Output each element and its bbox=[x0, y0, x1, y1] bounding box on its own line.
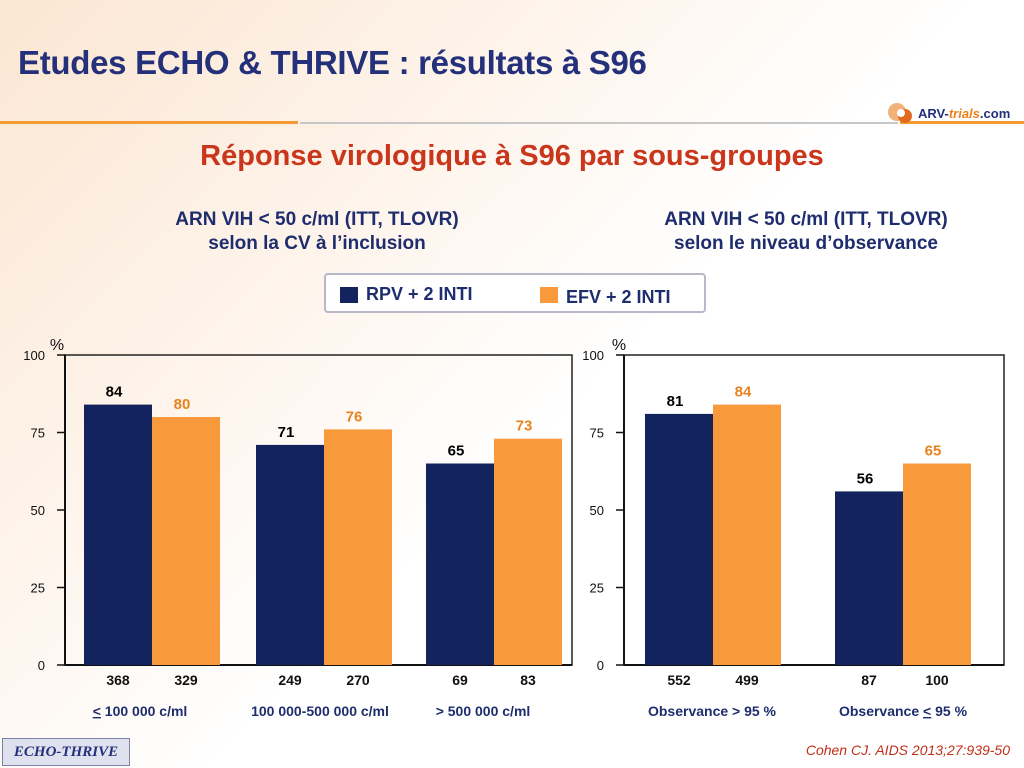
right-n-label-efv-1: 100 bbox=[925, 672, 949, 688]
right-y-tick-label: 50 bbox=[590, 503, 604, 518]
left-value-label-rpv-2: 65 bbox=[448, 443, 465, 460]
left-value-label-efv-2: 73 bbox=[516, 418, 533, 435]
right-bar-efv-1 bbox=[903, 463, 971, 665]
right-heading-line-2: selon le niveau d’observance bbox=[674, 233, 938, 254]
left-heading-line-1: ARN VIH < 50 c/ml (ITT, TLOVR) bbox=[175, 209, 459, 230]
left-bar-efv-2 bbox=[494, 438, 562, 665]
study-tag: ECHO-THRIVE bbox=[2, 738, 130, 766]
right-y-tick-label: 75 bbox=[590, 426, 604, 441]
right-y-tick-label: 25 bbox=[590, 581, 604, 596]
right-y-axis-label: % bbox=[612, 337, 626, 354]
right-value-label-efv-1: 65 bbox=[925, 443, 942, 460]
legend-label-rpv: RPV + 2 INTI bbox=[366, 284, 473, 304]
left-bar-rpv-1 bbox=[256, 444, 324, 665]
logo-part-com: .com bbox=[979, 106, 1011, 121]
right-y-tick-label: 100 bbox=[582, 348, 604, 363]
right-bar-rpv-1 bbox=[835, 491, 903, 665]
left-n-label-rpv-2: 69 bbox=[452, 672, 468, 688]
right-n-label-rpv-0: 552 bbox=[667, 672, 691, 688]
left-value-label-efv-0: 80 bbox=[174, 396, 191, 413]
legend-swatch-efv bbox=[540, 287, 558, 303]
right-value-label-rpv-0: 81 bbox=[667, 393, 684, 410]
left-category-label-2: > 500 000 c/ml bbox=[436, 703, 531, 719]
left-bar-efv-1 bbox=[324, 429, 392, 665]
right-heading-line-1: ARN VIH < 50 c/ml (ITT, TLOVR) bbox=[664, 209, 948, 230]
right-n-label-efv-0: 499 bbox=[735, 672, 759, 688]
right-value-label-rpv-1: 56 bbox=[857, 470, 874, 487]
left-bar-rpv-2 bbox=[426, 463, 494, 665]
logo-icon bbox=[888, 103, 912, 123]
right-plot-frame bbox=[623, 354, 1005, 666]
header-rule-middle bbox=[300, 122, 898, 124]
right-bar-efv-0 bbox=[713, 404, 781, 665]
right-category-label-0: Observance > 95 % bbox=[648, 703, 777, 719]
left-value-label-rpv-1: 71 bbox=[278, 424, 295, 441]
right-bar-rpv-0 bbox=[645, 413, 713, 665]
left-heading-line-2: selon la CV à l’inclusion bbox=[208, 233, 426, 254]
left-y-tick-label: 25 bbox=[31, 581, 45, 596]
legend-swatch-rpv bbox=[340, 287, 358, 303]
logo[interactable]: ARV-trials.com bbox=[918, 106, 1010, 121]
left-plot-frame bbox=[64, 354, 573, 666]
legend-label-efv: EFV + 2 INTI bbox=[566, 287, 671, 307]
left-bar-efv-0 bbox=[152, 417, 220, 665]
left-n-label-rpv-1: 249 bbox=[278, 672, 302, 688]
citation: Cohen CJ. AIDS 2013;27:939-50 bbox=[805, 742, 1010, 758]
left-category-label-0: < 100 000 c/ml bbox=[93, 703, 188, 719]
left-value-label-efv-1: 76 bbox=[346, 408, 363, 425]
left-n-label-efv-1: 270 bbox=[346, 672, 370, 688]
right-n-label-rpv-1: 87 bbox=[861, 672, 877, 688]
right-category-label-1: Observance < 95 % bbox=[839, 703, 968, 719]
logo-part-arv: ARV- bbox=[918, 106, 949, 121]
left-y-axis-label: % bbox=[50, 337, 64, 354]
chart-subtitle: Réponse virologique à S96 par sous-group… bbox=[200, 140, 824, 172]
header-rule-left bbox=[0, 121, 298, 124]
slide-title: Etudes ECHO & THRIVE : résultats à S96 bbox=[18, 44, 647, 81]
left-bar-rpv-0 bbox=[84, 404, 152, 665]
left-panel-heading: ARN VIH < 50 c/ml (ITT, TLOVR) selon la … bbox=[117, 208, 517, 256]
right-y-tick-label: 0 bbox=[597, 658, 604, 673]
legend: RPV + 2 INTI EFV + 2 INTI bbox=[324, 273, 706, 313]
header-rule-right bbox=[900, 121, 1024, 124]
left-n-label-rpv-0: 368 bbox=[106, 672, 130, 688]
left-y-tick-label: 50 bbox=[31, 503, 45, 518]
left-value-label-rpv-0: 84 bbox=[106, 384, 123, 401]
right-panel-heading: ARN VIH < 50 c/ml (ITT, TLOVR) selon le … bbox=[606, 208, 1006, 256]
left-n-label-efv-2: 83 bbox=[520, 672, 536, 688]
right-value-label-efv-0: 84 bbox=[735, 384, 752, 401]
left-y-tick-label: 100 bbox=[23, 348, 45, 363]
left-n-label-efv-0: 329 bbox=[174, 672, 198, 688]
logo-part-trials: trials bbox=[948, 106, 980, 121]
left-category-label-1: 100 000-500 000 c/ml bbox=[251, 703, 389, 719]
left-y-tick-label: 0 bbox=[38, 658, 45, 673]
left-y-tick-label: 75 bbox=[31, 426, 45, 441]
